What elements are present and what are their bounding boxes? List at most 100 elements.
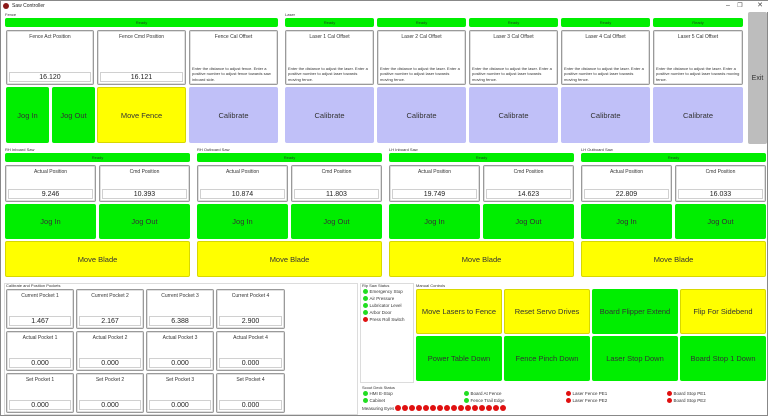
rh-inboard-jog-in-button[interactable]: Jog In [5,204,96,239]
status-label: Arbor Door [369,310,392,315]
current-pocket-2-card: Current Pocket 2 2.167 [76,289,144,329]
exit-button[interactable]: Exit [748,12,767,144]
fence-cal-offset-input[interactable]: Fence Cal Offset Enter the distance to a… [189,30,278,85]
laser-5-cal-offset-description: Enter the distance to adjust the laser. … [656,65,740,82]
lh-inboard-jog-in-button[interactable]: Jog In [389,204,480,239]
lh-outboard-jog-in-button[interactable]: Jog In [581,204,672,239]
laser-2-cal-offset-title: Laser 2 Cal Offset [401,34,442,40]
laser-5-cal-offset-input[interactable]: Laser 5 Cal Offset Enter the distance to… [653,30,743,85]
laser-2-cal-offset-input[interactable]: Laser 2 Cal Offset Enter the distance to… [377,30,466,85]
close-button[interactable]: ✕ [757,2,763,9]
set-pocket-3-input[interactable]: Set Pocket 3 0.000 [146,373,214,413]
reset-servo-drives-button[interactable]: Reset Servo Drives [504,289,590,334]
minimize-button[interactable]: – [726,2,730,9]
status-led-green-icon [363,398,368,403]
actual-pocket-4-card: Actual Pocket 4 0.000 [216,331,285,371]
actual-pocket-2-card: Actual Pocket 2 0.000 [76,331,144,371]
board-flipper-extend-button[interactable]: Board Flipper Extend [592,289,678,334]
flip-for-sidebend-button[interactable]: Flip For Sidebend [680,289,766,334]
rip-status-press-roll-switch: Press Roll Switch [363,317,405,322]
lh-outboard-move-blade-button[interactable]: Move Blade [581,241,766,277]
manual-controls-label: Manual Controls [416,283,446,288]
fence-cmd-position-card: Fence Cmd Position 16.121 [97,30,186,85]
actual-pocket-1-value: 0.000 [9,358,71,368]
set-pocket-4-value[interactable]: 0.000 [219,400,282,410]
lh-outboard-cmd-position-value: 16.033 [678,189,763,199]
restore-button[interactable]: ❐ [737,3,743,9]
status-label: Board Stop PE1 [673,391,706,396]
fence-jog-out-button[interactable]: Jog Out [52,87,95,143]
status-label: Press Roll Switch [369,317,405,322]
laser-5-status: Ready [653,18,743,27]
lh-inboard-actual-position-value: 19.749 [392,189,477,199]
measuring-eye-led-icon [458,405,465,411]
actual-pocket-3-value: 0.000 [149,358,211,368]
set-pocket-2-value[interactable]: 0.000 [79,400,141,410]
rh-inboard-cmd-position-value: 10.393 [102,189,187,199]
fence-cmd-position-title: Fence Cmd Position [118,34,165,40]
laser-stop-down-button[interactable]: Laser Stop Down [592,336,678,381]
measuring-eye-led-icon [451,405,458,411]
measuring-eye-led-icon [395,405,402,411]
lh-inboard-move-blade-button[interactable]: Move Blade [389,241,574,277]
status-label: Lubricator Level [369,303,402,308]
scout-deck-status-label: Scout Deck Status [362,385,395,390]
rh-outboard-saw-status: Ready [197,153,382,162]
scout-status-cabinet: Cabinet [363,398,385,403]
rh-inboard-jog-out-button[interactable]: Jog Out [99,204,190,239]
measuring-eye-led-icon [493,405,500,411]
scout-status-board-stop-pe2: Board Stop PE2 [667,398,706,403]
laser-3-calibrate-button[interactable]: Calibrate [469,87,558,143]
rh-outboard-cmd-position-title: Cmd Position [321,169,352,175]
measuring-eyes-label: Measuring Eyes [362,405,395,411]
lh-outboard-actual-position-value: 22.809 [584,189,669,199]
laser-1-cal-offset-input[interactable]: Laser 1 Cal Offset Enter the distance to… [285,30,374,85]
scout-status-board-at-fence: Board At Fence [464,391,502,396]
laser-4-calibrate-button[interactable]: Calibrate [561,87,650,143]
lh-inboard-cmd-position-card: Cmd Position 14.623 [483,165,574,202]
move-lasers-to-fence-button[interactable]: Move Lasers to Fence [416,289,502,334]
laser-3-cal-offset-input[interactable]: Laser 3 Cal Offset Enter the distance to… [469,30,558,85]
actual-pocket-2-value: 0.000 [79,358,141,368]
laser-4-cal-offset-input[interactable]: Laser 4 Cal Offset Enter the distance to… [561,30,650,85]
lh-outboard-actual-position-card: Actual Position 22.809 [581,165,672,202]
fence-act-position-title: Fence Act Position [29,34,71,40]
fence-pinch-down-button[interactable]: Fence Pinch Down [504,336,590,381]
lh-outboard-saw-label: LH Outboard Saw [581,147,613,152]
window-title: Saw Controller [12,3,45,9]
rh-outboard-jog-out-button[interactable]: Jog Out [291,204,382,239]
scout-status-fence-trail-edge: Fence Trail Edge [464,398,505,403]
move-fence-button[interactable]: Move Fence [97,87,186,143]
set-pocket-1-value[interactable]: 0.000 [9,400,71,410]
pockets-frame [4,283,358,415]
rh-outboard-jog-in-button[interactable]: Jog In [197,204,288,239]
set-pocket-1-input[interactable]: Set Pocket 1 0.000 [6,373,74,413]
rip-status-emergency-stop: Emergency Stop [363,289,403,294]
scout-status-hmi-estop: HMI E-Stop [363,391,393,396]
laser-1-calibrate-button[interactable]: Calibrate [285,87,374,143]
set-pocket-4-input[interactable]: Set Pocket 4 0.000 [216,373,285,413]
fence-act-position-card: Fence Act Position 16.120 [6,30,94,85]
rh-outboard-move-blade-button[interactable]: Move Blade [197,241,382,277]
fence-calibrate-button[interactable]: Calibrate [189,87,278,143]
laser-2-calibrate-button[interactable]: Calibrate [377,87,466,143]
fence-jog-in-button[interactable]: Jog In [6,87,49,143]
rip-saw-status-label: Rip Saw Status [362,283,390,288]
rh-inboard-saw-status: Ready [5,153,190,162]
lh-outboard-jog-out-button[interactable]: Jog Out [675,204,766,239]
lh-inboard-saw-status: Ready [389,153,574,162]
rh-inboard-move-blade-button[interactable]: Move Blade [5,241,190,277]
lh-inboard-cmd-position-value: 14.623 [486,189,571,199]
status-led-red-icon [667,391,672,396]
status-led-red-icon [566,398,571,403]
set-pocket-2-input[interactable]: Set Pocket 2 0.000 [76,373,144,413]
set-pocket-3-value[interactable]: 0.000 [149,400,211,410]
laser-5-calibrate-button[interactable]: Calibrate [653,87,743,143]
current-pocket-1-title: Current Pocket 1 [21,293,59,299]
board-stop-1-down-button[interactable]: Board Stop 1 Down [680,336,766,381]
lh-inboard-jog-out-button[interactable]: Jog Out [483,204,574,239]
app-icon [3,3,9,9]
fence-section-label: Fence [5,12,17,17]
measuring-eye-led-icon [486,405,493,411]
power-table-down-button[interactable]: Power Table Down [416,336,502,381]
